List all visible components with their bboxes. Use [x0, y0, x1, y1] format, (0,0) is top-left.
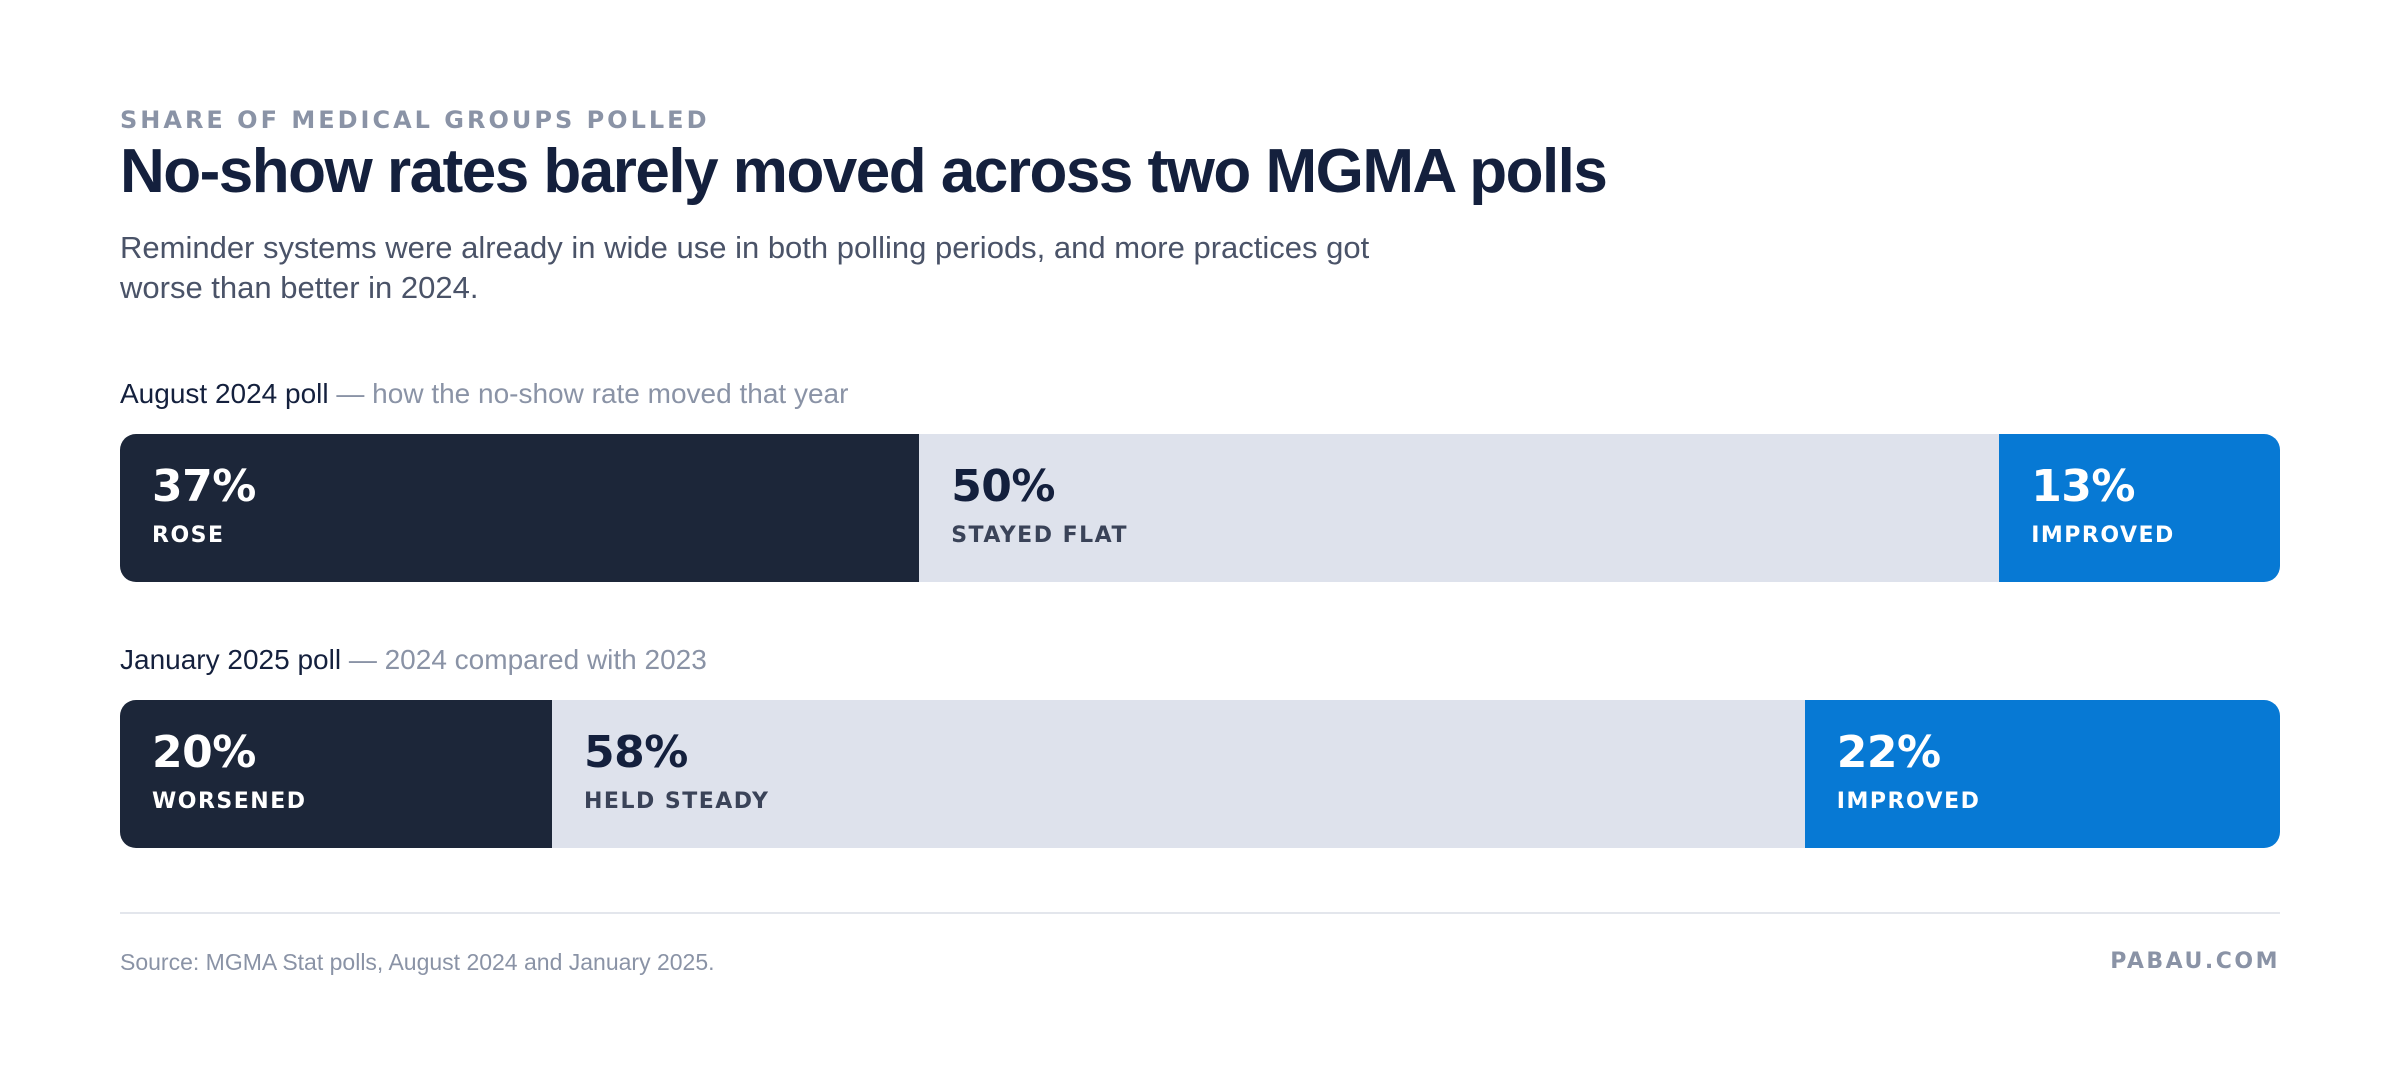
segment-category-label: IMPROVED — [1836, 788, 1981, 814]
segment-value-label: 58% — [584, 727, 688, 778]
eyebrow-label: SHARE OF MEDICAL GROUPS POLLED — [120, 106, 710, 134]
segment-value-label: 50% — [951, 461, 1056, 512]
segment-value-label: 22% — [1836, 727, 1941, 778]
bar-segment-improved: 22% IMPROVED — [1804, 700, 2280, 848]
poll-title: January 2025 poll — [120, 644, 342, 675]
segment-value-label: 20% — [152, 727, 256, 778]
segment-category-label: HELD STEADY — [584, 788, 770, 814]
bar-segment-improved: 13% IMPROVED — [1999, 434, 2280, 582]
bar-segment-stayed-flat: 50% STAYED FLAT — [919, 434, 2000, 582]
stacked-bar-january-2025: 20% WORSENED 58% HELD STEADY 22% IMPROVED — [120, 700, 2280, 848]
bar-segment-rose: 37% ROSE — [120, 434, 920, 582]
source-note: Source: MGMA Stat polls, August 2024 and… — [120, 949, 715, 975]
chart-title: No-show rates barely moved across two MG… — [120, 137, 1608, 206]
brand-label: PABAU.COM — [2110, 949, 2280, 974]
segment-category-label: STAYED FLAT — [951, 522, 1129, 548]
footer-divider — [120, 912, 2280, 914]
poll-title: August 2024 poll — [120, 378, 329, 409]
segment-category-label: WORSENED — [152, 788, 307, 814]
segment-category-label: ROSE — [152, 522, 225, 548]
segment-value-label: 37% — [152, 461, 256, 512]
bar-segment-worsened: 20% WORSENED — [120, 700, 552, 848]
poll-label-january-2025: January 2025 poll — 2024 compared with 2… — [120, 644, 707, 676]
poll-label-august-2024: August 2024 poll — how the no-show rate … — [120, 378, 848, 410]
segment-category-label: IMPROVED — [2031, 522, 2175, 548]
stacked-bar-august-2024: 37% ROSE 50% STAYED FLAT 13% IMPROVED — [120, 434, 2280, 582]
poll-note: — 2024 compared with 2023 — [348, 644, 707, 675]
poll-note: — how the no-show rate moved that year — [336, 378, 849, 409]
segment-value-label: 13% — [2031, 461, 2136, 512]
chart-subtitle: Reminder systems were already in wide us… — [120, 230, 1370, 305]
bar-segment-held-steady: 58% HELD STEADY — [552, 700, 1805, 848]
